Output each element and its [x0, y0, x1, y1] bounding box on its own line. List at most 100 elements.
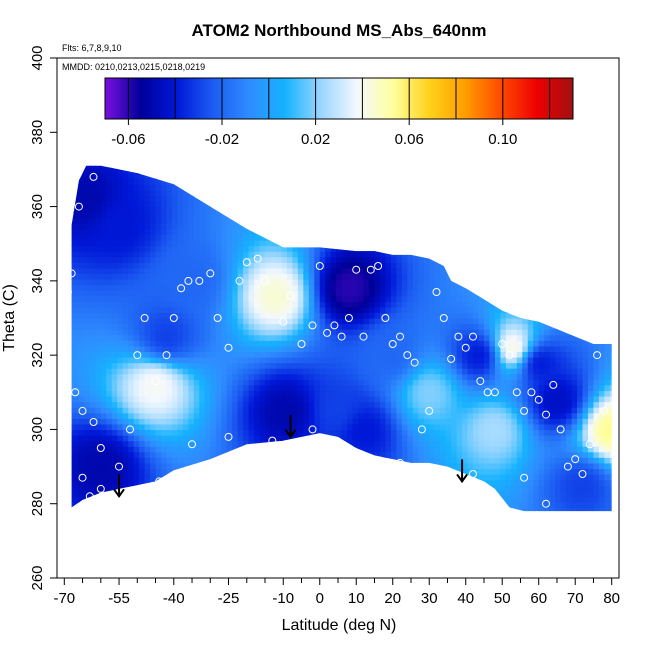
heatmap-cell — [226, 351, 233, 358]
heatmap-cell — [451, 435, 458, 442]
heatmap-cell — [89, 256, 96, 263]
heatmap-cell — [139, 223, 146, 230]
heatmap-cell — [412, 318, 419, 325]
heatmap-cell — [171, 451, 179, 458]
heatmap-cell — [221, 423, 228, 431]
heatmap-cell — [303, 329, 310, 336]
heatmap-cell — [204, 446, 211, 453]
heatmap-cell — [111, 251, 118, 258]
heatmap-cell — [336, 173, 343, 180]
heatmap-cell — [237, 290, 244, 297]
heatmap-cell — [336, 485, 343, 492]
heatmap-cell — [161, 262, 168, 269]
heatmap-cell — [352, 306, 359, 314]
heatmap-cell — [78, 501, 85, 509]
heatmap-cell — [286, 217, 293, 224]
heatmap-cell — [429, 446, 436, 453]
heatmap-cell — [128, 418, 135, 425]
heatmap-cell — [106, 468, 113, 475]
heatmap-cell — [139, 306, 146, 314]
heatmap-cell — [396, 501, 403, 509]
heatmap-cell — [451, 206, 458, 213]
heatmap-cell — [467, 357, 474, 364]
heatmap-cell — [456, 178, 463, 185]
heatmap-cell — [188, 273, 195, 280]
heatmap-cell — [226, 323, 233, 330]
heatmap-cell — [369, 234, 376, 241]
heatmap-cell — [303, 173, 310, 180]
heatmap-cell — [374, 396, 381, 403]
heatmap-cell — [440, 407, 447, 414]
heatmap-cell — [254, 379, 261, 386]
heatmap-cell — [429, 401, 436, 408]
heatmap-cell — [100, 457, 107, 464]
heatmap-cell — [330, 173, 337, 180]
heatmap-cell — [133, 357, 140, 364]
heatmap-cell — [478, 345, 485, 353]
heatmap-cell — [71, 212, 75, 219]
heatmap-cell — [462, 234, 469, 241]
heatmap-cell — [182, 301, 189, 308]
heatmap-cell — [254, 334, 261, 341]
heatmap-cell — [237, 256, 244, 263]
heatmap-cell — [62, 351, 68, 357]
heatmap-cell — [396, 340, 403, 347]
heatmap-cell — [445, 318, 452, 325]
heatmap-cell — [440, 462, 447, 470]
heatmap-cell — [319, 496, 326, 503]
heatmap-cell — [122, 462, 129, 470]
heatmap-cell — [128, 184, 135, 191]
heatmap-cell — [248, 429, 255, 436]
heatmap-cell — [314, 501, 321, 509]
heatmap-cell — [462, 323, 469, 330]
heatmap-cell — [352, 401, 359, 408]
heatmap-cell — [352, 340, 359, 347]
heatmap-cell — [215, 485, 222, 492]
heatmap-cell — [434, 267, 441, 275]
heatmap-cell — [62, 502, 68, 508]
heatmap-cell — [128, 513, 134, 519]
heatmap-cell — [434, 256, 441, 263]
heatmap-cell — [259, 501, 266, 509]
heatmap-cell — [232, 184, 239, 191]
heatmap-cell — [84, 446, 91, 453]
heatmap-cell — [150, 446, 157, 453]
heatmap-cell — [89, 312, 96, 319]
heatmap-cell — [193, 390, 200, 397]
heatmap-cell — [352, 173, 359, 180]
heatmap-cell — [78, 490, 85, 497]
heatmap-cell — [297, 206, 304, 213]
heatmap-cell — [467, 429, 474, 436]
heatmap-cell — [248, 351, 255, 358]
heatmap-cell — [232, 468, 239, 475]
heatmap-cell — [369, 318, 376, 325]
heatmap-cell — [78, 212, 85, 219]
heatmap-cell — [462, 384, 469, 392]
heatmap-cell — [237, 457, 244, 464]
heatmap-cell — [71, 351, 75, 358]
heatmap-cell — [265, 501, 272, 509]
heatmap-cell — [182, 485, 189, 492]
heatmap-cell — [358, 245, 365, 252]
heatmap-cell — [95, 312, 102, 319]
heatmap-cell — [237, 173, 244, 180]
heatmap-cell — [429, 396, 436, 403]
heatmap-cell — [117, 195, 124, 202]
heatmap-cell — [423, 167, 430, 174]
heatmap-cell — [352, 474, 359, 481]
heatmap-cell — [177, 507, 184, 512]
heatmap-cell — [210, 440, 217, 447]
heatmap-cell — [193, 412, 200, 419]
heatmap-cell — [412, 446, 419, 453]
heatmap-cell — [385, 178, 392, 185]
heatmap-cell — [215, 351, 222, 358]
heatmap-cell — [412, 368, 419, 375]
heatmap-cell — [139, 429, 146, 436]
heatmap-cell — [237, 240, 244, 247]
heatmap-cell — [281, 429, 288, 436]
heatmap-cell — [462, 284, 469, 291]
heatmap-cell — [270, 513, 276, 519]
heatmap-cell — [62, 312, 68, 318]
heatmap-cell — [412, 379, 419, 386]
heatmap-cell — [385, 323, 392, 330]
